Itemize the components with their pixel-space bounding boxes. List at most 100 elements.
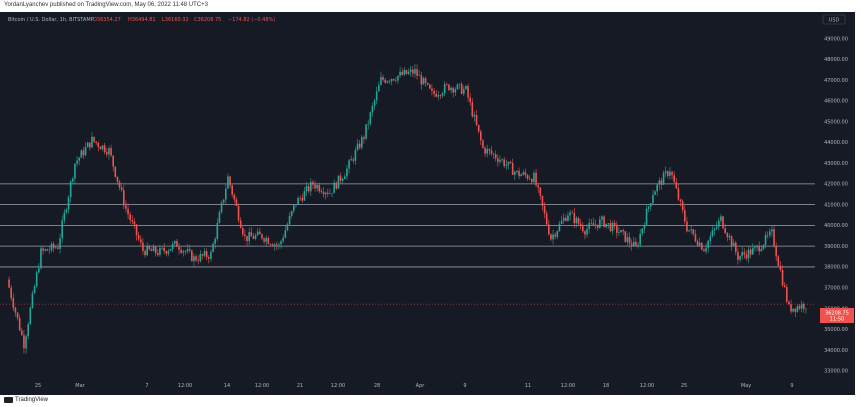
candle-body: [220, 202, 223, 213]
time-axis[interactable]: 25 Mar 7 12:00 14 12:00 21 12:00 28 Apr 9 11 12:00 18…: [35, 383, 794, 389]
candle-body: [99, 146, 102, 150]
candle-body: [369, 112, 372, 124]
candle-body: [48, 250, 51, 251]
candle-body: [301, 197, 304, 201]
candle-body: [633, 241, 635, 247]
candle-body: [252, 236, 255, 239]
candle-body: [114, 166, 117, 177]
candle-body: [386, 81, 389, 83]
candle-body: [290, 211, 293, 216]
time-axis-label: 9: [790, 383, 793, 389]
candle-body: [675, 182, 678, 189]
candle-body: [771, 229, 773, 232]
candle-body: [639, 233, 641, 245]
price-axis[interactable]: 49000.00 48000.00 47000.00 46000.00 45000.00…: [824, 36, 848, 374]
candle-body: [565, 217, 567, 221]
candle-body: [403, 70, 406, 75]
candle-body: [82, 150, 85, 156]
candle-body: [67, 197, 70, 210]
candle-body: [344, 176, 346, 179]
candle-body: [125, 205, 127, 209]
candle-body: [150, 249, 153, 252]
candle-body: [752, 248, 754, 255]
candle-body: [473, 114, 476, 117]
candle-body: [354, 150, 357, 161]
candle-body: [571, 212, 573, 214]
candle-body: [254, 235, 257, 239]
price-axis-label: 43000.00: [824, 161, 848, 167]
time-axis-label: Mar: [75, 383, 85, 389]
candle-body: [762, 244, 765, 249]
candle-body: [652, 194, 654, 204]
candle-body: [401, 71, 403, 75]
candle-body: [433, 90, 435, 94]
candle-body: [216, 223, 219, 239]
candle-body: [601, 216, 603, 220]
candle-body: [490, 150, 493, 154]
candle-body: [184, 251, 187, 252]
currency-badge[interactable]: [822, 14, 846, 25]
candle-body: [378, 85, 380, 92]
candle-body: [416, 69, 418, 76]
candle-body: [322, 192, 325, 195]
candle-body: [167, 250, 170, 254]
candle-body: [730, 236, 733, 247]
candle-body: [550, 234, 552, 240]
candle-body: [324, 192, 327, 195]
candle-body: [333, 182, 335, 194]
time-axis-label: 12:00: [255, 383, 269, 389]
candle-body: [435, 93, 437, 97]
candle-body: [660, 180, 663, 185]
candle-body: [284, 230, 287, 238]
candle-body: [603, 216, 605, 227]
candle-body: [650, 203, 652, 207]
candle-body: [724, 228, 726, 234]
candle-body: [176, 240, 178, 247]
candle-body: [630, 243, 633, 247]
candle-body: [280, 241, 282, 245]
candle-body: [229, 176, 231, 186]
candle-body: [554, 234, 556, 237]
candle-body: [352, 159, 355, 161]
candle-body: [497, 158, 499, 162]
candle-body: [658, 180, 661, 185]
candle-body: [679, 199, 682, 202]
price-chart-panel[interactable]: Bitcoin / U.S. Dollar, 1h, BITSTAMP O363…: [0, 12, 855, 395]
candle-body: [405, 70, 408, 74]
candle-body: [548, 224, 550, 235]
candlestick-chart[interactable]: Bitcoin / U.S. Dollar, 1h, BITSTAMP O363…: [0, 12, 855, 395]
candle-body: [798, 306, 801, 309]
candle-body: [431, 88, 433, 91]
candle-body: [688, 230, 690, 232]
candle-body: [120, 187, 123, 191]
candle-body: [375, 91, 378, 101]
candle-body: [596, 224, 599, 228]
price-axis-label: 42000.00: [824, 182, 848, 188]
last-price-value: 36208.75: [825, 311, 849, 317]
candle-body: [743, 252, 746, 255]
time-axis-label: 11: [525, 383, 531, 389]
candle-body: [446, 84, 448, 85]
candle-body: [437, 95, 440, 97]
candle-body: [460, 83, 463, 94]
candle-body: [594, 224, 597, 226]
candle-body: [210, 251, 212, 259]
candle-body: [52, 243, 55, 248]
candle-body: [588, 222, 590, 229]
candle-body: [203, 251, 206, 256]
candle-body: [27, 324, 29, 337]
candle-body: [692, 229, 695, 235]
candle-body: [673, 175, 675, 183]
candle-body: [409, 69, 412, 72]
candle-body: [307, 186, 310, 192]
candle-body: [278, 244, 280, 246]
price-axis-label: 40000.00: [824, 223, 848, 229]
candle-body: [259, 231, 261, 235]
candle-body: [186, 249, 189, 252]
candle-body: [779, 265, 782, 270]
candle-body: [80, 150, 83, 158]
candle-body: [452, 87, 454, 93]
candle-body: [637, 244, 639, 246]
candle-body: [803, 303, 805, 309]
